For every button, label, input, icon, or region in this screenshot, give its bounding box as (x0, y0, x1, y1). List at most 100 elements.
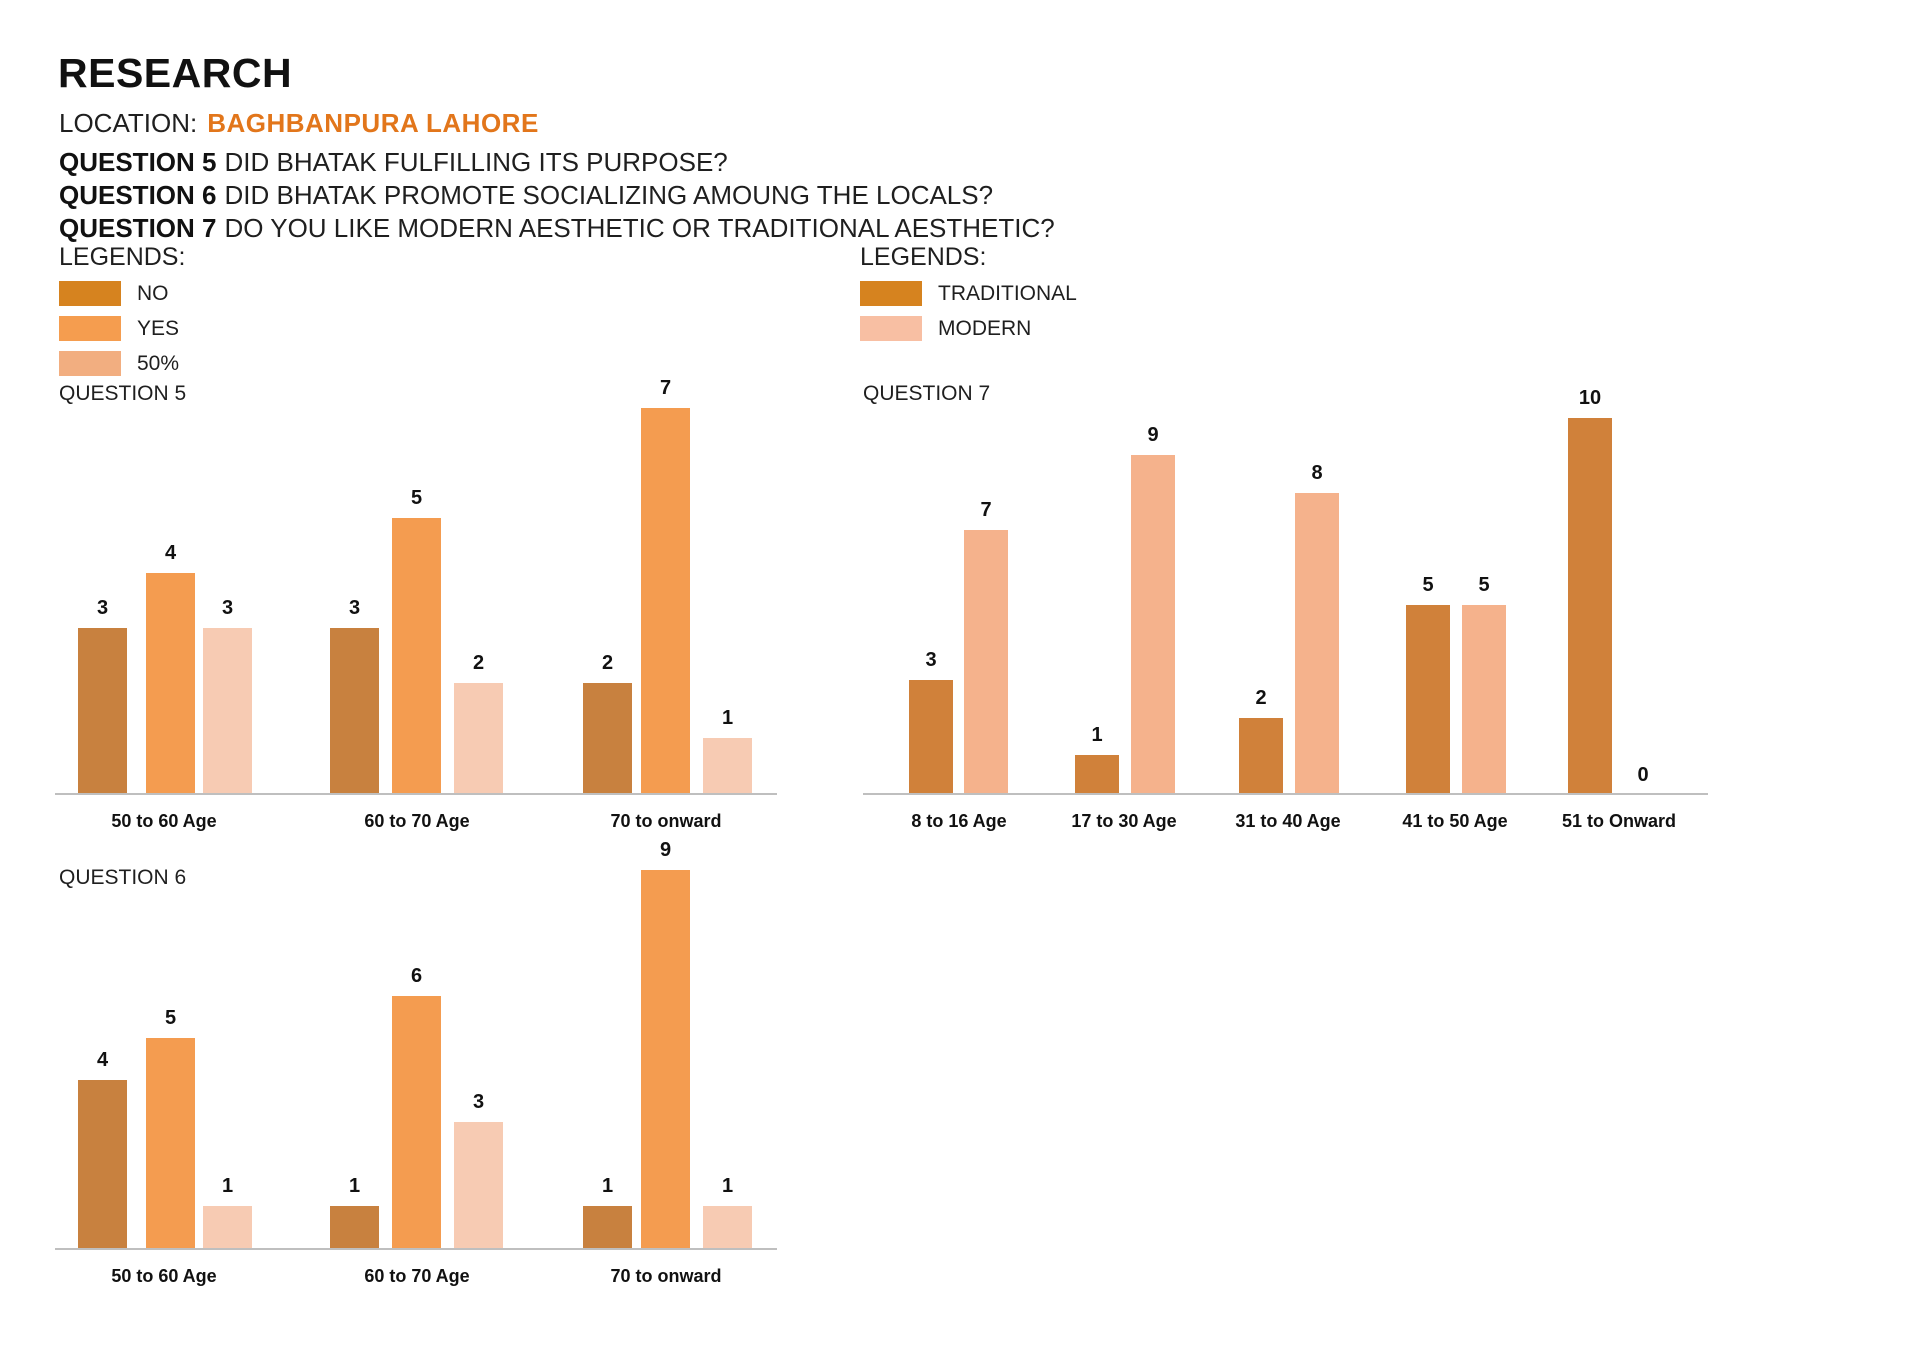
location-value: BAGHBANPURA LAHORE (207, 108, 539, 138)
category-label: 60 to 70 Age (364, 811, 470, 831)
bar-value-label: 7 (980, 499, 992, 521)
question7-bar-traditional (1075, 755, 1119, 793)
bar-value-label: 3 (348, 597, 361, 619)
question5-bar-no (330, 628, 379, 793)
bar-value-label: 5 (410, 487, 423, 509)
category-label: 51 to Onward (1561, 811, 1677, 831)
bar-value-label: 5 (1422, 574, 1434, 596)
x-axis-line (863, 793, 1708, 795)
legend-item-yes: YES (59, 316, 185, 341)
question5-bar-no (78, 628, 127, 793)
questions-block: QUESTION 5 DID BHATAK FULFILLING ITS PURP… (59, 146, 1055, 245)
no-label: NO (137, 281, 169, 305)
x-axis-line (55, 793, 777, 795)
question-6-line: QUESTION 6 DID BHATAK PROMOTE SOCIALIZING… (59, 179, 1055, 212)
legend-right: LEGENDS: TRADITIONAL MODERN (860, 243, 1077, 341)
question-5-text: DID BHATAK FULFILLING ITS PURPOSE? (224, 147, 728, 177)
modern-label: MODERN (938, 316, 1032, 340)
question5-bar-yes (641, 408, 690, 793)
bar-value-label: 1 (348, 1175, 361, 1197)
category-label: 60 to 70 Age (364, 1266, 470, 1286)
legend-item-traditional: TRADITIONAL (860, 281, 1077, 306)
legend-item-no: NO (59, 281, 185, 306)
question7-chart: 8 to 16 Age 3 7 17 to 30 Age 1 9 31 to 40 Age 2… (863, 387, 1708, 831)
bar-value-label: 2 (1255, 687, 1267, 709)
modern-swatch (860, 316, 922, 341)
question7-bar-modern (1462, 605, 1506, 793)
category-label: 8 to 16 Age (911, 811, 1007, 831)
question-7-line: QUESTION 7 DO YOU LIKE MODERN AESTHETIC O… (59, 212, 1055, 245)
bar-value-label: 3 (96, 597, 109, 619)
question7-chart-title: QUESTION 7 (863, 382, 991, 405)
category-label: 70 to onward (610, 1266, 722, 1286)
question5-bar-50% (703, 738, 752, 793)
question5-chart-title: QUESTION 5 (59, 382, 187, 405)
question5-bar-yes (146, 573, 195, 793)
bar-value-label: 3 (925, 649, 937, 671)
question7-bar-modern (964, 530, 1008, 793)
category-label: 50 to 60 Age (111, 811, 217, 831)
fifty-percent-swatch (59, 351, 121, 376)
bar-value-label: 1 (1091, 724, 1103, 746)
question7-bar-traditional (1406, 605, 1450, 793)
bar-value-label: 4 (164, 542, 177, 564)
bar-value-label: 1 (601, 1175, 614, 1197)
bar-value-label: 3 (472, 1091, 485, 1113)
bar-value-label: 7 (659, 377, 672, 399)
bar-value-label: 1 (221, 1175, 234, 1197)
legend-item-modern: MODERN (860, 316, 1077, 341)
question6-chart: 50 to 60 Age 4 5 1 60 to 70 Age 1 6 3 70 to onwa… (55, 839, 777, 1286)
question5-bar-50% (454, 683, 503, 793)
no-swatch (59, 281, 121, 306)
category-label: 70 to onward (610, 811, 722, 831)
question5-chart: 50 to 60 Age 3 4 3 60 to 70 Age 3 5 2 70 to onwa… (55, 377, 777, 831)
legend-left: LEGENDS: NO YES 50% (59, 243, 185, 376)
legend-item-fifty: 50% (59, 351, 185, 376)
question6-bar-50% (703, 1206, 752, 1248)
bar-value-label: 5 (1478, 574, 1490, 596)
category-label: 17 to 30 Age (1071, 811, 1177, 831)
legend-right-heading: LEGENDS: (860, 243, 987, 271)
question-7-label: QUESTION 7 (59, 213, 217, 243)
location-line: LOCATION: BAGHBANPURA LAHORE (59, 108, 539, 139)
legend-left-heading: LEGENDS: (59, 243, 186, 271)
traditional-swatch (860, 281, 922, 306)
question-6-text: DID BHATAK PROMOTE SOCIALIZING AMOUNG TH… (224, 180, 994, 210)
question6-bar-50% (203, 1206, 252, 1248)
question7-bar-modern (1295, 493, 1339, 793)
category-label: 31 to 40 Age (1235, 811, 1341, 831)
question6-bar-no (583, 1206, 632, 1248)
bar-value-label: 6 (410, 965, 423, 987)
question5-bar-no (583, 683, 632, 793)
bar-value-label: 1 (721, 1175, 734, 1197)
question7-bar-traditional (1568, 418, 1612, 793)
bar-value-label: 5 (164, 1007, 177, 1029)
question5-bar-50% (203, 628, 252, 793)
question6-bar-yes (392, 996, 441, 1248)
question-5-label: QUESTION 5 (59, 147, 217, 177)
bar-value-label: 1 (721, 707, 734, 729)
bar-value-label: 9 (659, 839, 672, 861)
page-title: RESEARCH (58, 50, 293, 96)
bar-value-label: 2 (472, 652, 485, 674)
question-7-text: DO YOU LIKE MODERN AESTHETIC OR TRADITIO… (224, 213, 1055, 243)
bar-value-label: 8 (1311, 462, 1323, 484)
traditional-label: TRADITIONAL (938, 281, 1077, 305)
x-axis-line (55, 1248, 777, 1250)
question-6-label: QUESTION 6 (59, 180, 217, 210)
question6-bar-no (330, 1206, 379, 1248)
bar-value-label: 2 (601, 652, 614, 674)
fifty-percent-label: 50% (137, 351, 180, 375)
question6-bar-yes (146, 1038, 195, 1248)
bar-value-label: 3 (221, 597, 234, 619)
question6-bar-50% (454, 1122, 503, 1248)
yes-swatch (59, 316, 121, 341)
question-5-line: QUESTION 5 DID BHATAK FULFILLING ITS PURP… (59, 146, 1055, 179)
bar-value-label: 4 (96, 1049, 109, 1071)
question7-bar-traditional (1239, 718, 1283, 793)
question5-bar-yes (392, 518, 441, 793)
question7-bar-modern (1131, 455, 1175, 793)
category-label: 50 to 60 Age (111, 1266, 217, 1286)
question6-bar-no (78, 1080, 127, 1248)
